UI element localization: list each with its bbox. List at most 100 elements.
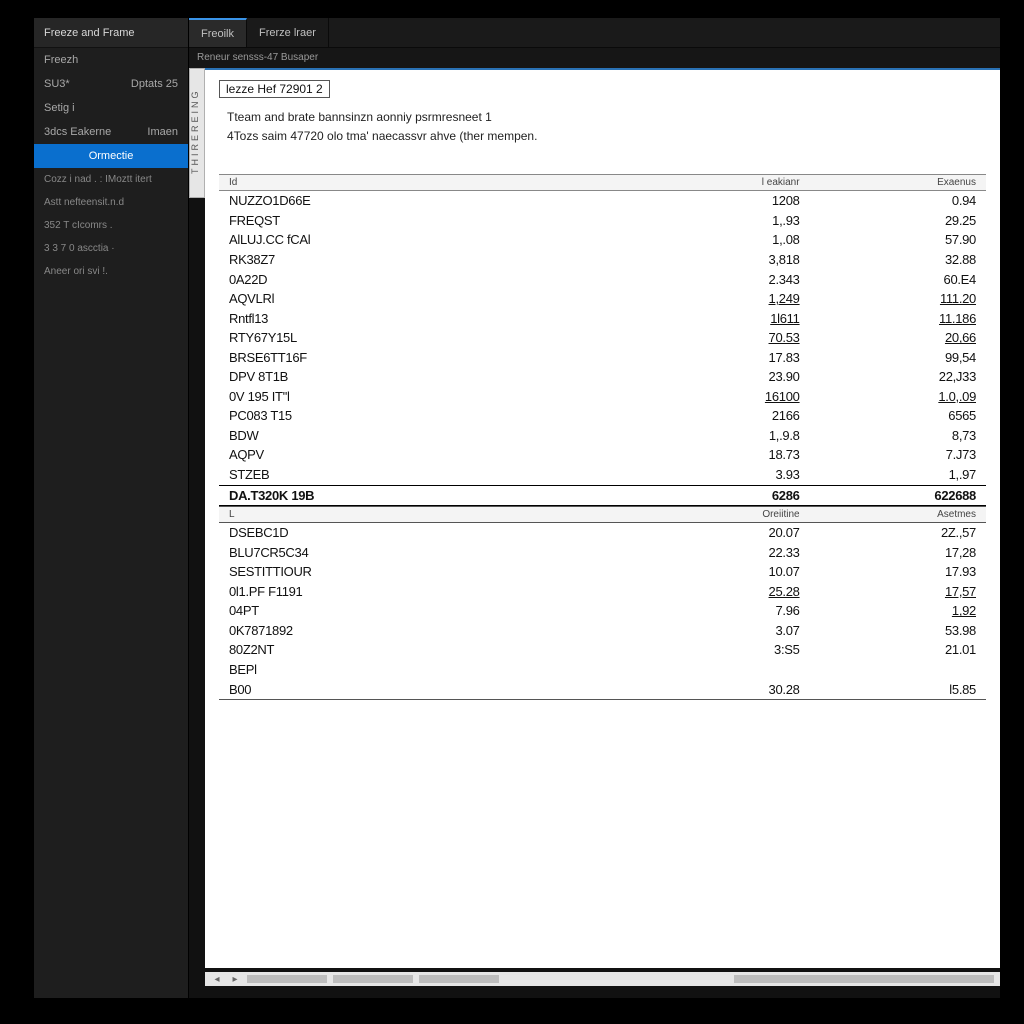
cell-value: 8,73	[810, 426, 986, 446]
cell-name: BEPl	[219, 660, 633, 680]
cell-name: 0l1.PF F1191	[219, 582, 633, 602]
cell-name: STZEB	[219, 465, 633, 485]
sidebar-row-value: Imaen	[147, 126, 178, 138]
table-row[interactable]: 0V 195 IT''l161001.0,.09	[219, 387, 986, 407]
table-row[interactable]: RTY67Y15L70.5320,66	[219, 328, 986, 348]
sidebar-row-selected[interactable]: Ormectie	[34, 144, 188, 168]
document: lezze Hef 72901 2 Tteam and brate bannsi…	[205, 68, 1000, 968]
tab[interactable]: Freoilk	[189, 18, 247, 47]
table-row[interactable]: Rntfl131l61111.186	[219, 309, 986, 329]
cell-value: 22,J33	[810, 367, 986, 387]
reference-box[interactable]: lezze Hef 72901 2	[219, 80, 330, 98]
table-row[interactable]: NUZZO1D66E12080.94	[219, 191, 986, 211]
vertical-tab[interactable]: THIREREING	[189, 68, 205, 198]
sidebar-row[interactable]: Setig i	[34, 96, 188, 120]
table-row[interactable]: PC083 T1521666565	[219, 406, 986, 426]
table-total-row: DA.T320K 19B6286622688	[219, 485, 986, 506]
table-row[interactable]: 0l1.PF F119125.2817,57	[219, 582, 986, 602]
sidebar-row[interactable]: Freezh	[34, 48, 188, 72]
table-row[interactable]: AQPV18.737.J73	[219, 445, 986, 465]
table-row[interactable]: B0030.28l5.85	[219, 680, 986, 700]
sidebar-row-label: 3dcs Eakerne	[44, 126, 111, 138]
cell-name: DSEBC1D	[219, 523, 633, 543]
cell-value: 11.186	[810, 309, 986, 329]
table-row[interactable]: BEPl	[219, 660, 986, 680]
cell-value: 1,.9.8	[633, 426, 809, 446]
table-row[interactable]: FREQST1,.9329.25	[219, 211, 986, 231]
cell-value: 7.96	[633, 601, 809, 621]
sidebar-row-value: Dptats 25	[131, 78, 178, 90]
cell-value: 17.83	[633, 348, 809, 368]
table-row[interactable]: STZEB3.931,.97	[219, 465, 986, 485]
table-row[interactable]: BDW1,.9.88,73	[219, 426, 986, 446]
scroll-segment[interactable]	[419, 975, 499, 983]
horizontal-scrollbar[interactable]: ◂ ▸	[205, 972, 1000, 986]
table-row[interactable]: 04PT7.961,92	[219, 601, 986, 621]
cell-name: BRSE6TT16F	[219, 348, 633, 368]
table-row[interactable]: BLU7CR5C3422.3317,28	[219, 543, 986, 563]
cell-name: 80Z2NT	[219, 640, 633, 660]
cell-value: 1208	[633, 191, 809, 211]
sidebar-row[interactable]: 3dcs Eakerne Imaen	[34, 120, 188, 144]
cell-value: 32.88	[810, 250, 986, 270]
cell-name: RK38Z7	[219, 250, 633, 270]
cell-value	[633, 660, 809, 680]
cell-value: 20,66	[810, 328, 986, 348]
table-row[interactable]: SESTITTIOUR10.0717.93	[219, 562, 986, 582]
col-header[interactable]: l eakianr	[633, 175, 809, 191]
table-row[interactable]: 0K78718923.0753.98	[219, 621, 986, 641]
table-row[interactable]: BRSE6TT16F17.8399,54	[219, 348, 986, 368]
scroll-segment[interactable]	[333, 975, 413, 983]
col-header[interactable]: L	[219, 507, 633, 523]
cell-value: 0.94	[810, 191, 986, 211]
col-header[interactable]: Oreiitine	[633, 507, 809, 523]
col-header[interactable]: Id	[219, 175, 633, 191]
cell-value: 7.J73	[810, 445, 986, 465]
cell-value: 23.90	[633, 367, 809, 387]
cell-value: 2.343	[633, 270, 809, 290]
col-header[interactable]: Exaenus	[810, 175, 986, 191]
cell-name: PC083 T15	[219, 406, 633, 426]
cell-total: 622688	[810, 485, 986, 506]
cell-name: BDW	[219, 426, 633, 446]
table-row[interactable]: DPV 8T1B23.9022,J33	[219, 367, 986, 387]
cell-value: 25.28	[633, 582, 809, 602]
table-row[interactable]: AQVLRl1,249111.20	[219, 289, 986, 309]
sidebar-title: Freeze and Frame	[34, 18, 188, 48]
table-row[interactable]: AlLUJ.CC fCAl1,.0857.90	[219, 230, 986, 250]
cell-name: RTY67Y15L	[219, 328, 633, 348]
scroll-segment[interactable]	[247, 975, 327, 983]
cell-value: 2Z.,57	[810, 523, 986, 543]
sidebar-sub: Cozz i nad . : IMoztt itert	[34, 168, 188, 191]
cell-value: 30.28	[633, 680, 809, 700]
cell-value: 1.0,.09	[810, 387, 986, 407]
table-row[interactable]: 80Z2NT3:S521.01	[219, 640, 986, 660]
cell-value: 2166	[633, 406, 809, 426]
cell-name: NUZZO1D66E	[219, 191, 633, 211]
cell-value: 1,.97	[810, 465, 986, 485]
main-panel: Freoilk Frerze lraer Reneur sensss-47 Bu…	[188, 18, 1000, 998]
sidebar-sub: 3 3 7 0 ascctia ·	[34, 237, 188, 260]
cell-value: 3:S5	[633, 640, 809, 660]
scroll-segment[interactable]	[734, 975, 994, 983]
cell-name: B00	[219, 680, 633, 700]
table-row[interactable]: 0A22D2.34360.E4	[219, 270, 986, 290]
sidebar-row[interactable]: SU3* Dptats 25	[34, 72, 188, 96]
table-row[interactable]: RK38Z73,81832.88	[219, 250, 986, 270]
tab[interactable]: Frerze lraer	[247, 18, 329, 47]
scroll-left-icon[interactable]: ◂	[211, 974, 223, 984]
cell-name: DPV 8T1B	[219, 367, 633, 387]
sidebar-row-label: Freezh	[44, 54, 78, 66]
cell-value: 3,818	[633, 250, 809, 270]
table-row[interactable]: DSEBC1D20.072Z.,57	[219, 523, 986, 543]
data-table-1: Id l eakianr Exaenus NUZZO1D66E12080.94F…	[219, 174, 986, 506]
data-table-2: L Oreiitine Asetmes DSEBC1D20.072Z.,57BL…	[219, 506, 986, 700]
scroll-right-icon[interactable]: ▸	[229, 974, 241, 984]
cell-value: 17,57	[810, 582, 986, 602]
cell-value: l5.85	[810, 680, 986, 700]
cell-name: AQPV	[219, 445, 633, 465]
cell-value: 3.07	[633, 621, 809, 641]
sidebar-sub: 352 T cIcomrs .	[34, 214, 188, 237]
col-header[interactable]: Asetmes	[810, 507, 986, 523]
description-line: Tteam and brate bannsinzn aonniy psrmres…	[219, 108, 986, 127]
